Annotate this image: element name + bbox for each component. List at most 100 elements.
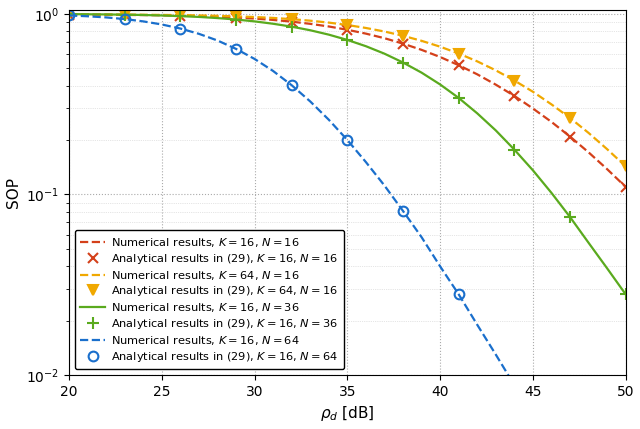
Analytical results in (29), $K = 64$, $N = 16$ [65,12,73,17]
Numerical results, $K = 64$, $N = 16$ [325,20,333,25]
Numerical results, $K = 16$, $N = 16$ [121,12,129,18]
Numerical results, $K = 16$, $N = 36$ [418,70,426,75]
Analytical results in (29), $K = 16$, $N = 64$ [307,99,314,104]
Analytical results in (29), $K = 16$, $N = 36$ [492,128,500,133]
Numerical results, $K = 16$, $N = 36$ [232,17,240,22]
Analytical results in (29), $K = 64$, $N = 16$ [622,164,630,169]
Numerical results, $K = 16$, $N = 36$ [585,240,593,245]
Numerical results, $K = 64$, $N = 16$ [362,25,370,30]
Numerical results, $K = 16$, $N = 36$ [269,21,277,26]
Analytical results in (29), $K = 16$, $N = 36$ [585,240,593,245]
Numerical results, $K = 64$, $N = 16$ [65,12,73,17]
Analytical results in (29), $K = 16$, $N = 16$ [288,19,296,24]
Numerical results, $K = 16$, $N = 64$ [177,26,184,31]
Analytical results in (29), $K = 64$, $N = 16$ [399,33,407,38]
Numerical results, $K = 16$, $N = 36$ [84,12,92,17]
Analytical results in (29), $K = 64$, $N = 16$ [307,18,314,23]
Numerical results, $K = 16$, $N = 16$ [381,36,388,41]
Analytical results in (29), $K = 16$, $N = 36$ [418,70,426,75]
Analytical results in (29), $K = 16$, $N = 36$ [399,60,407,65]
Analytical results in (29), $K = 64$, $N = 16$ [102,12,110,17]
Numerical results, $K = 16$, $N = 36$ [102,12,110,17]
Numerical results, $K = 64$, $N = 16$ [232,14,240,19]
Numerical results, $K = 16$, $N = 64$ [418,235,426,240]
Numerical results, $K = 64$, $N = 16$ [381,29,388,34]
Numerical results, $K = 16$, $N = 16$ [362,31,370,36]
Numerical results, $K = 16$, $N = 16$ [214,14,221,19]
Y-axis label: SOP: SOP [6,177,20,208]
Analytical results in (29), $K = 16$, $N = 64$ [511,383,518,388]
Analytical results in (29), $K = 16$, $N = 64$ [121,16,129,21]
Numerical results, $K = 16$, $N = 64$ [325,117,333,122]
Numerical results, $K = 16$, $N = 36$ [214,15,221,21]
Analytical results in (29), $K = 64$, $N = 16$ [566,115,574,121]
Numerical results, $K = 16$, $N = 16$ [511,94,518,99]
Analytical results in (29), $K = 64$, $N = 16$ [548,102,556,107]
Analytical results in (29), $K = 16$, $N = 36$ [214,15,221,21]
Numerical results, $K = 16$, $N = 16$ [325,24,333,29]
Analytical results in (29), $K = 16$, $N = 16$ [492,82,500,87]
Analytical results in (29), $K = 16$, $N = 36$ [65,12,73,17]
Analytical results in (29), $K = 16$, $N = 64$ [529,413,537,418]
Analytical results in (29), $K = 16$, $N = 36$ [158,13,166,18]
Analytical results in (29), $K = 16$, $N = 16$ [604,166,611,172]
Analytical results in (29), $K = 64$, $N = 16$ [492,68,500,73]
Analytical results in (29), $K = 16$, $N = 64$ [102,15,110,20]
Numerical results, $K = 16$, $N = 36$ [195,14,203,19]
Numerical results, $K = 16$, $N = 16$ [65,12,73,17]
Analytical results in (29), $K = 16$, $N = 64$ [84,14,92,19]
Numerical results, $K = 16$, $N = 64$ [362,160,370,165]
Analytical results in (29), $K = 64$, $N = 16$ [511,78,518,83]
Analytical results in (29), $K = 16$, $N = 64$ [140,19,147,24]
Analytical results in (29), $K = 16$, $N = 36$ [474,111,481,116]
X-axis label: $\rho_d$ [dB]: $\rho_d$ [dB] [320,405,374,423]
Analytical results in (29), $K = 16$, $N = 36$ [84,12,92,17]
Numerical results, $K = 64$, $N = 16$ [418,38,426,43]
Numerical results, $K = 16$, $N = 36$ [325,32,333,37]
Numerical results, $K = 16$, $N = 64$ [344,137,351,142]
Numerical results, $K = 16$, $N = 36$ [604,266,611,271]
Analytical results in (29), $K = 16$, $N = 64$ [325,117,333,122]
Analytical results in (29), $K = 64$, $N = 16$ [455,51,463,56]
Numerical results, $K = 16$, $N = 36$ [381,51,388,56]
Numerical results, $K = 16$, $N = 16$ [158,13,166,18]
Legend: Numerical results, $K = 16$, $N = 16$, Analytical results in (29), $K = 16$, $N : Numerical results, $K = 16$, $N = 16$, A… [75,230,344,369]
Analytical results in (29), $K = 64$, $N = 16$ [381,29,388,34]
Analytical results in (29), $K = 16$, $N = 16$ [436,54,444,60]
Analytical results in (29), $K = 16$, $N = 36$ [344,37,351,42]
Numerical results, $K = 16$, $N = 16$ [195,14,203,19]
Numerical results, $K = 64$, $N = 16$ [585,130,593,136]
Analytical results in (29), $K = 16$, $N = 64$ [362,160,370,165]
Analytical results in (29), $K = 16$, $N = 64$ [232,46,240,51]
Analytical results in (29), $K = 16$, $N = 64$ [474,322,481,327]
Numerical results, $K = 16$, $N = 36$ [288,24,296,29]
Analytical results in (29), $K = 64$, $N = 16$ [140,12,147,17]
Numerical results, $K = 64$, $N = 16$ [307,18,314,23]
Analytical results in (29), $K = 64$, $N = 16$ [362,25,370,30]
Analytical results in (29), $K = 64$, $N = 16$ [344,22,351,27]
Analytical results in (29), $K = 16$, $N = 16$ [307,21,314,27]
Analytical results in (29), $K = 16$, $N = 16$ [566,134,574,139]
Numerical results, $K = 16$, $N = 36$ [474,111,481,116]
Analytical results in (29), $K = 16$, $N = 16$ [585,150,593,155]
Numerical results, $K = 64$, $N = 16$ [399,33,407,38]
Analytical results in (29), $K = 64$, $N = 16$ [436,44,444,49]
Numerical results, $K = 64$, $N = 16$ [344,22,351,27]
Numerical results, $K = 16$, $N = 36$ [344,37,351,42]
Numerical results, $K = 16$, $N = 64$ [140,19,147,24]
Numerical results, $K = 16$, $N = 36$ [566,214,574,220]
Numerical results, $K = 64$, $N = 16$ [288,17,296,22]
Numerical results, $K = 16$, $N = 16$ [418,47,426,52]
Analytical results in (29), $K = 16$, $N = 36$ [381,51,388,56]
Numerical results, $K = 16$, $N = 36$ [399,60,407,65]
Numerical results, $K = 64$, $N = 16$ [622,164,630,169]
Analytical results in (29), $K = 64$, $N = 16$ [269,15,277,21]
Analytical results in (29), $K = 16$, $N = 64$ [418,235,426,240]
Numerical results, $K = 16$, $N = 64$ [65,13,73,18]
Numerical results, $K = 16$, $N = 36$ [529,168,537,173]
Numerical results, $K = 16$, $N = 16$ [622,184,630,190]
Analytical results in (29), $K = 16$, $N = 36$ [436,82,444,87]
Numerical results, $K = 16$, $N = 64$ [195,31,203,36]
Numerical results, $K = 16$, $N = 64$ [232,46,240,51]
Analytical results in (29), $K = 16$, $N = 16$ [65,12,73,17]
